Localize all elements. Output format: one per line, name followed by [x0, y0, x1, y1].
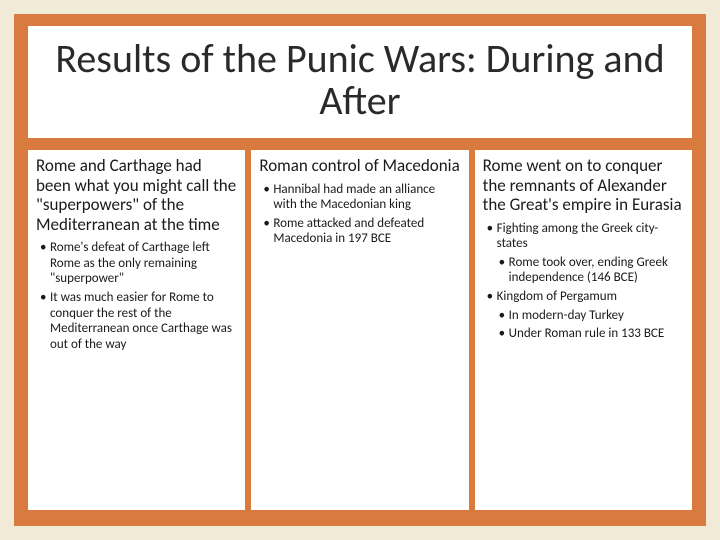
col3-bullet-1a: Rome took over, ending Greek independenc…: [499, 255, 684, 286]
col1-heading: Rome and Carthage had been what you migh…: [36, 156, 237, 234]
col3-bullet-2-text: Kingdom of Pergamum: [497, 289, 617, 304]
col3-bullet-2a: In modern-day Turkey: [499, 308, 684, 324]
col2-heading: Roman control of Macedonia: [259, 156, 460, 176]
col3-bullet-2-sub: In modern-day Turkey Under Roman rule in…: [497, 308, 684, 342]
column-2: Roman control of Macedonia Hannibal had …: [251, 150, 468, 510]
col3-bullet-1-sub: Rome took over, ending Greek independenc…: [497, 255, 684, 286]
slide-outer: Results of the Punic Wars: During and Af…: [0, 0, 720, 540]
col3-heading: Rome went on to conquer the remnants of …: [483, 156, 684, 215]
slide-inner: Results of the Punic Wars: During and Af…: [14, 14, 706, 526]
col3-bullet-2b: Under Roman rule in 133 BCE: [499, 326, 684, 342]
col3-bullet-2: Kingdom of Pergamum In modern-day Turkey…: [487, 289, 684, 342]
col1-bullet-2: It was much easier for Rome to conquer t…: [40, 290, 237, 352]
title-panel: Results of the Punic Wars: During and Af…: [28, 26, 692, 138]
col1-bullet-1: Rome's defeat of Carthage left Rome as t…: [40, 240, 237, 287]
slide-title: Results of the Punic Wars: During and Af…: [48, 38, 672, 122]
column-1: Rome and Carthage had been what you migh…: [28, 150, 245, 510]
col1-bullets: Rome's defeat of Carthage left Rome as t…: [36, 240, 237, 352]
col3-bullets: Fighting among the Greek city-states Rom…: [483, 221, 684, 342]
col2-bullet-1: Hannibal had made an alliance with the M…: [263, 182, 460, 213]
col3-bullet-1: Fighting among the Greek city-states Rom…: [487, 221, 684, 286]
col3-bullet-1-text: Fighting among the Greek city-states: [497, 221, 659, 252]
columns-container: Rome and Carthage had been what you migh…: [28, 150, 692, 510]
col2-bullet-2: Rome attacked and defeated Macedonia in …: [263, 216, 460, 247]
col2-bullets: Hannibal had made an alliance with the M…: [259, 182, 460, 247]
column-3: Rome went on to conquer the remnants of …: [475, 150, 692, 510]
